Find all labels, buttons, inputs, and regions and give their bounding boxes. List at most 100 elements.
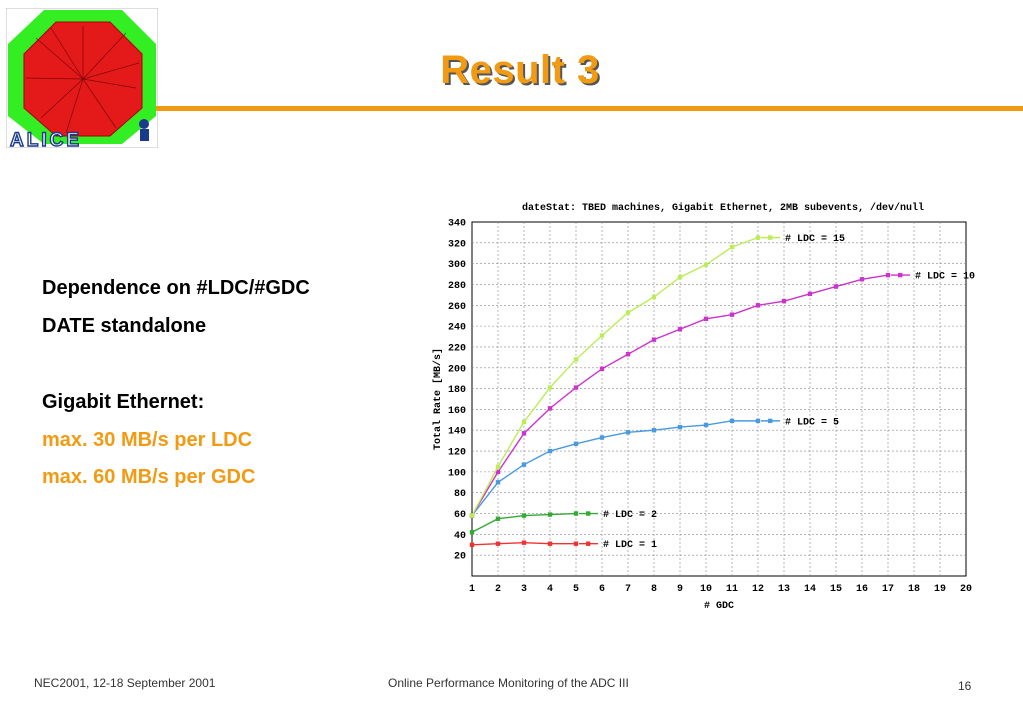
- y-tick-label: 260: [448, 302, 466, 313]
- footer-talk-title: Online Performance Monitoring of the ADC…: [388, 676, 629, 690]
- data-point: [599, 333, 605, 338]
- rate-chart: 1 2 3 4 5 6 7 8 9 10 11 12 13 14 15 16 17 18 19 20204060801…: [432, 202, 975, 612]
- plot-area: [471, 221, 967, 577]
- data-point: [495, 541, 501, 546]
- data-point: [521, 419, 527, 425]
- legend-label: # LDC = 10: [915, 272, 975, 283]
- data-point: [677, 327, 683, 332]
- slide-title: Result 3: [440, 48, 600, 92]
- x-tick-label: 12: [752, 584, 764, 595]
- data-point: [729, 418, 735, 424]
- x-tick-label: 5: [573, 584, 579, 595]
- y-axis-label: Total Rate [MB/s]: [432, 348, 444, 450]
- x-tick-label: 17: [882, 584, 894, 595]
- x-axis-label: # GDC: [704, 601, 734, 612]
- legend-marker: [586, 511, 591, 516]
- data-point: [625, 310, 631, 315]
- data-point: [495, 480, 501, 485]
- data-point: [469, 542, 475, 547]
- x-tick-label: 20: [960, 584, 972, 595]
- data-point: [755, 418, 761, 424]
- legend-marker: [898, 272, 903, 278]
- chart-title: dateStat: TBED machines, Gigabit Etherne…: [522, 202, 924, 214]
- x-tick-label: 3: [521, 584, 527, 595]
- legend-label: # LDC = 15: [785, 234, 845, 245]
- x-tick-label: 1: [469, 584, 475, 595]
- data-point: [495, 464, 501, 469]
- series-line-ldc-5: [471, 420, 758, 517]
- data-point: [469, 513, 475, 518]
- legend-marker: [768, 418, 773, 424]
- data-point: [677, 274, 683, 280]
- y-tick-label: 160: [448, 406, 466, 417]
- y-tick-label: 20: [454, 552, 466, 563]
- x-tick-label: 19: [934, 584, 946, 595]
- y-tick-label: 280: [448, 281, 466, 292]
- x-tick-label: 11: [726, 584, 738, 595]
- title-underline: [156, 106, 1023, 111]
- series-line-ldc-15: [471, 236, 759, 516]
- data-point: [469, 530, 475, 535]
- data-point: [703, 422, 709, 428]
- data-point: [573, 385, 579, 390]
- bullet-max-gdc: max. 60 MB/s per GDC: [42, 466, 256, 488]
- x-tick-label: 13: [778, 584, 790, 595]
- data-point: [885, 272, 891, 278]
- x-tick-label: 4: [547, 584, 553, 595]
- y-tick-label: 40: [454, 531, 466, 542]
- data-point: [807, 291, 813, 297]
- x-tick-label: 10: [700, 584, 712, 595]
- data-point: [547, 406, 553, 411]
- data-point: [599, 435, 605, 440]
- x-tick-label: 14: [804, 584, 816, 595]
- x-tick-label: 18: [908, 584, 920, 595]
- bullet-dependence: Dependence on #LDC/#GDC: [42, 277, 310, 299]
- y-tick-label: 120: [448, 448, 466, 459]
- legend-marker: [586, 541, 591, 546]
- y-tick-label: 300: [448, 260, 466, 271]
- data-point: [703, 316, 709, 322]
- y-tick-label: 140: [448, 427, 466, 438]
- data-point: [573, 441, 579, 446]
- data-point: [833, 284, 839, 289]
- data-point: [677, 424, 683, 430]
- data-point: [521, 513, 527, 518]
- y-tick-label: 340: [448, 219, 466, 230]
- data-point: [547, 385, 553, 390]
- x-tick-label: 8: [651, 584, 657, 595]
- data-point: [729, 244, 735, 250]
- x-tick-label: 2: [495, 584, 501, 595]
- data-point: [625, 352, 631, 357]
- data-point: [495, 469, 501, 475]
- data-point: [625, 430, 631, 435]
- data-point: [521, 462, 527, 467]
- bullet-date-standalone: DATE standalone: [42, 315, 207, 337]
- data-point: [521, 431, 527, 436]
- data-point: [547, 512, 553, 517]
- data-point: [703, 262, 709, 267]
- data-point: [573, 541, 579, 546]
- y-tick-label: 200: [448, 364, 466, 375]
- data-point: [781, 298, 787, 304]
- data-point: [573, 357, 579, 362]
- legend-marker: [768, 235, 773, 240]
- data-point: [547, 448, 553, 454]
- footer-conference: NEC2001, 12-18 September 2001: [34, 676, 216, 690]
- data-point: [599, 366, 605, 372]
- y-tick-label: 220: [448, 343, 466, 354]
- legend-label: # LDC = 2: [603, 510, 657, 521]
- y-tick-label: 240: [448, 323, 466, 334]
- data-point: [521, 540, 527, 545]
- alice-logo-text: ALICE: [10, 130, 82, 148]
- x-tick-label: 15: [830, 584, 842, 595]
- data-point: [729, 312, 735, 317]
- legend-label: # LDC = 5: [785, 417, 839, 428]
- data-point: [651, 428, 657, 433]
- data-point: [573, 511, 579, 516]
- y-tick-label: 60: [454, 510, 466, 521]
- footer-page-number: 16: [958, 679, 972, 693]
- y-tick-label: 320: [448, 239, 466, 250]
- bullet-max-ldc: max. 30 MB/s per LDC: [42, 429, 253, 451]
- y-tick-label: 100: [448, 468, 466, 479]
- data-point: [547, 541, 553, 546]
